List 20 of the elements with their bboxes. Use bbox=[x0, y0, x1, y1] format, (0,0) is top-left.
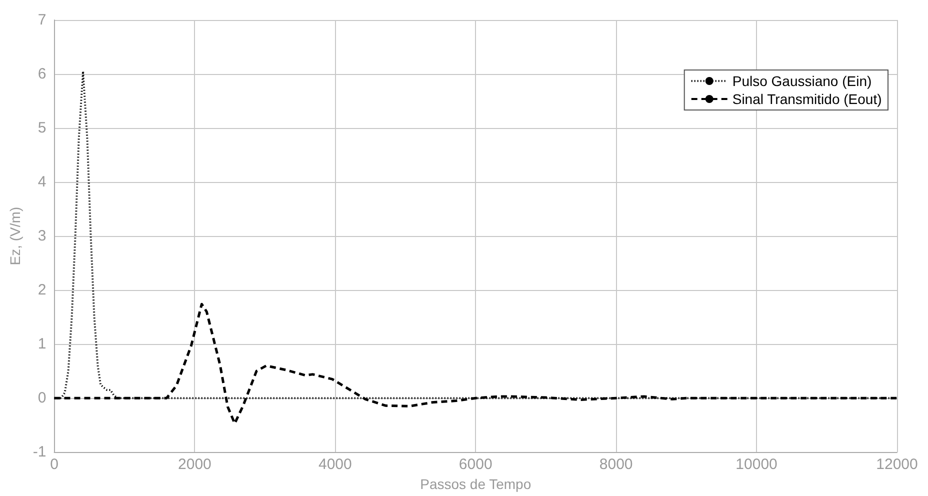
x-tick-label: 6000 bbox=[458, 456, 492, 474]
x-tick-label: 10000 bbox=[736, 456, 778, 474]
y-tick-label: 3 bbox=[38, 228, 46, 245]
y-axis-title: Ez, (V/m) bbox=[7, 206, 23, 266]
legend-label: Pulso Gaussiano (Ein) bbox=[732, 73, 872, 89]
y-tick-label: 6 bbox=[38, 66, 46, 83]
y-tick-label: 7 bbox=[38, 12, 46, 28]
y-tick-label: 2 bbox=[38, 282, 46, 299]
x-axis-title: Passos de Tempo bbox=[420, 476, 532, 492]
x-tick-label: 8000 bbox=[599, 456, 633, 474]
legend-label: Sinal Transmitido (Eout) bbox=[732, 91, 882, 107]
y-tick-label: -1 bbox=[32, 444, 46, 461]
y-tick-label: 5 bbox=[38, 120, 46, 137]
y-tick-label: 0 bbox=[38, 390, 46, 407]
x-tick-label: 0 bbox=[50, 456, 58, 474]
y-tick-label: 1 bbox=[38, 336, 46, 353]
x-tick-label: 12000 bbox=[876, 456, 918, 474]
x-tick-label: 2000 bbox=[178, 456, 212, 474]
x-tick-label: 4000 bbox=[318, 456, 352, 474]
y-tick-label: 4 bbox=[38, 174, 46, 191]
